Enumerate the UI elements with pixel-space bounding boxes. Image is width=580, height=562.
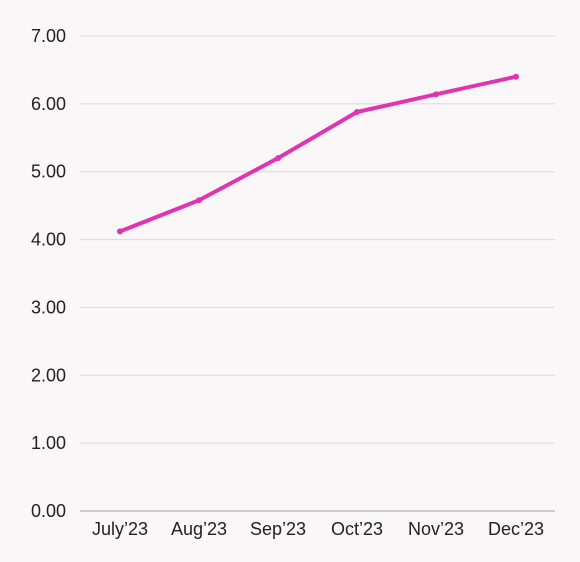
series-layer [117, 73, 519, 235]
x-tick-label: July’23 [92, 519, 148, 539]
data-point [354, 109, 360, 115]
data-point [196, 197, 202, 204]
data-point [275, 155, 281, 162]
grid-lines [80, 35, 555, 512]
x-axis-tick-labels: July’23 Aug’23 Sep’23 Oct’23 Nov’23 Dec’23 [92, 519, 544, 539]
y-tick-label: 5.00 [31, 162, 66, 182]
series-line [118, 74, 518, 234]
y-tick-label: 1.00 [31, 433, 66, 453]
x-tick-label: Oct’23 [331, 519, 383, 539]
y-tick-label: 3.00 [31, 297, 66, 317]
y-tick-label: 0.00 [31, 501, 66, 521]
x-tick-label: Aug’23 [171, 519, 227, 539]
y-tick-label: 6.00 [31, 94, 66, 114]
x-tick-label: Nov’23 [408, 519, 464, 539]
data-point [117, 228, 123, 235]
x-tick-label: Dec’23 [488, 519, 544, 539]
y-tick-label: 2.00 [31, 365, 66, 385]
data-point [433, 91, 439, 98]
x-tick-label: Sep’23 [250, 519, 306, 539]
data-point [513, 73, 519, 80]
y-tick-label: 7.00 [31, 26, 66, 46]
y-axis-tick-labels: 0.00 1.00 2.00 3.00 4.00 5.00 6.00 7.00 [31, 26, 66, 521]
y-tick-label: 4.00 [31, 230, 66, 250]
